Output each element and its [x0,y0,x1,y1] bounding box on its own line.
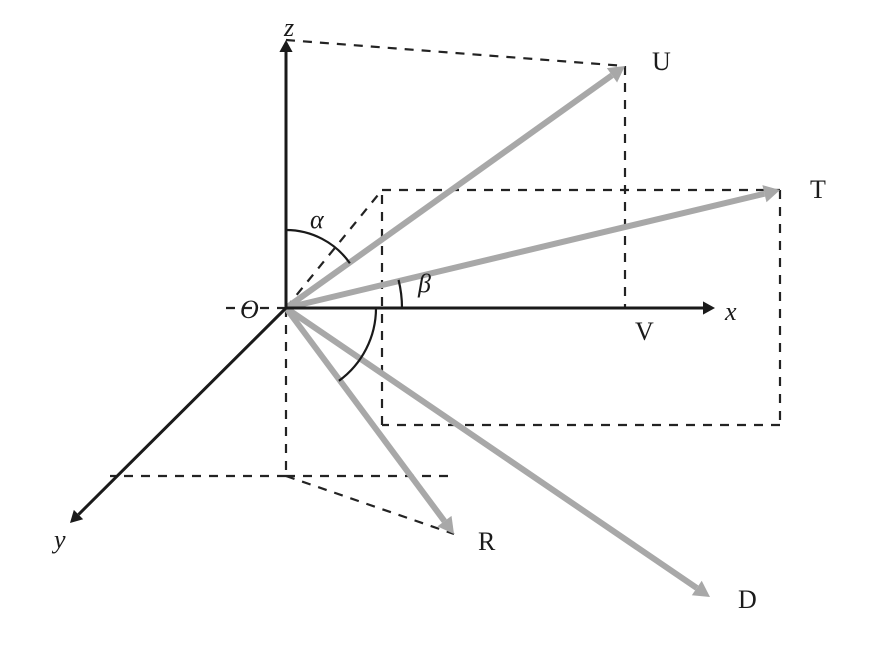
vector-D [286,308,710,597]
angle-arc-beta [399,280,402,308]
angle-label-beta: β [417,269,431,298]
vector-label-R: R [478,527,496,556]
axis-z [279,40,292,308]
angle-arc-alpha [286,230,350,263]
vector-T [286,185,780,308]
axis-label-z: z [283,13,294,42]
axis-x [286,301,715,314]
coordinate-vector-diagram: α β Ox z y V U T R D [0,0,875,648]
axis-y [70,308,286,523]
axis-label-x: x [724,297,737,326]
origin-label: O [240,295,259,324]
vector-label-U: U [652,47,671,76]
vector-label-T: T [810,175,826,204]
angle-label-alpha: α [310,205,325,234]
vector-label-D: D [738,585,757,614]
construction-line [286,40,625,66]
axis-label-y: y [51,525,66,554]
vector-U [286,66,625,308]
point-label-V: V [635,317,654,346]
